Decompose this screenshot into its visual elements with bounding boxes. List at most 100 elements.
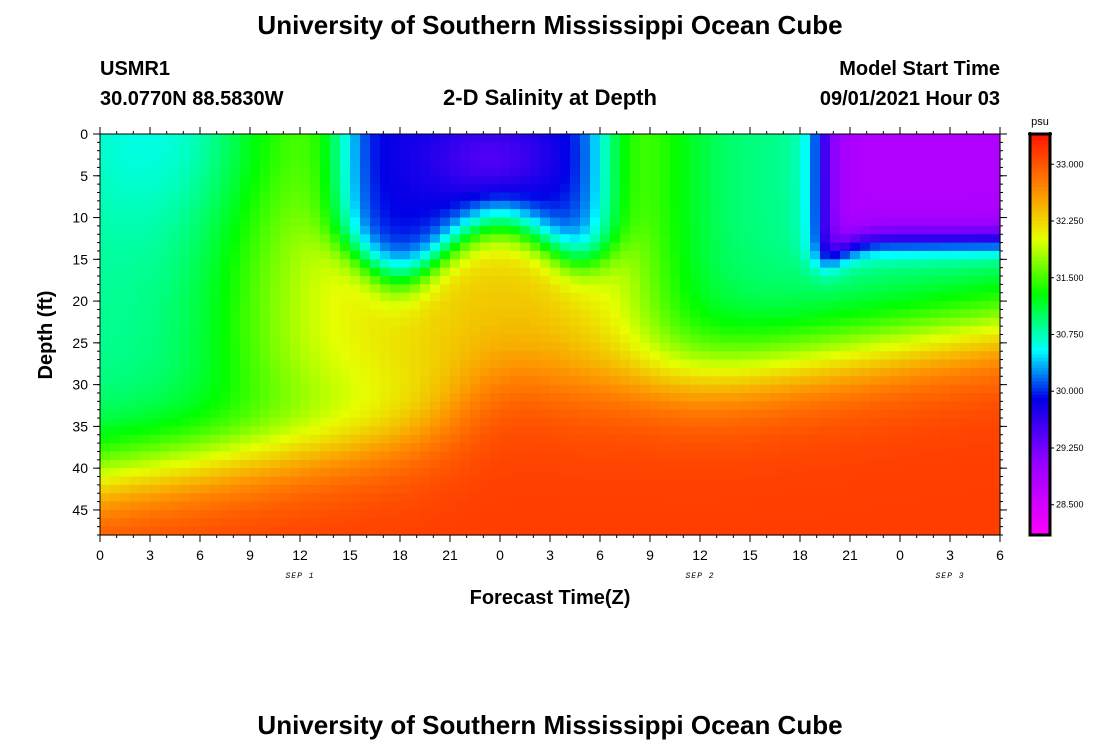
heatmap-cell xyxy=(370,342,381,352)
heatmap-cell xyxy=(700,134,711,143)
heatmap-cell xyxy=(790,284,801,294)
heatmap-cell xyxy=(670,200,681,210)
heatmap-cell xyxy=(510,167,521,177)
heatmap-cell xyxy=(730,342,741,352)
heatmap-cell xyxy=(580,526,591,536)
heatmap-cell xyxy=(160,200,171,210)
heatmap-cell xyxy=(670,250,681,260)
heatmap-cell xyxy=(680,209,691,219)
heatmap-cell xyxy=(190,234,201,244)
heatmap-cell xyxy=(970,317,981,327)
heatmap-cell xyxy=(460,234,471,244)
heatmap-cell xyxy=(710,326,721,336)
heatmap-cell xyxy=(630,518,641,528)
heatmap-cell xyxy=(410,284,421,294)
heatmap-cell xyxy=(790,150,801,160)
heatmap-cell xyxy=(510,134,521,143)
heatmap-cell xyxy=(300,392,311,402)
colorbar-segment xyxy=(1030,508,1050,513)
heatmap-cell xyxy=(200,142,211,152)
heatmap-cell xyxy=(150,409,161,419)
heatmap-cell xyxy=(360,376,371,386)
heatmap-cell xyxy=(610,225,621,235)
heatmap-cell xyxy=(650,468,661,478)
heatmap-cell xyxy=(370,434,381,444)
heatmap-cell xyxy=(700,301,711,311)
heatmap-cell xyxy=(810,493,821,503)
heatmap-cell xyxy=(400,443,411,453)
heatmap-cell xyxy=(280,142,291,152)
heatmap-cell xyxy=(780,134,791,143)
heatmap-cell xyxy=(770,526,781,536)
heatmap-cell xyxy=(710,301,721,311)
heatmap-cell xyxy=(770,225,781,235)
heatmap-cell xyxy=(490,175,501,185)
heatmap-cell xyxy=(640,242,651,252)
heatmap-cell xyxy=(350,451,361,461)
heatmap-cell xyxy=(190,342,201,352)
heatmap-cell xyxy=(140,476,151,486)
heatmap-cell xyxy=(740,351,751,361)
heatmap-cell xyxy=(680,518,691,528)
heatmap-cell xyxy=(230,217,241,227)
heatmap-cell xyxy=(640,167,651,177)
heatmap-cell xyxy=(330,209,341,219)
heatmap-cell xyxy=(740,476,751,486)
heatmap-cell xyxy=(440,476,451,486)
heatmap-cell xyxy=(250,384,261,394)
heatmap-cell xyxy=(370,359,381,369)
heatmap-cell xyxy=(740,276,751,285)
heatmap-cell xyxy=(970,309,981,319)
heatmap-cell xyxy=(790,367,801,377)
heatmap-cell xyxy=(840,175,851,185)
heatmap-cell xyxy=(860,326,871,336)
heatmap-cell xyxy=(680,326,691,336)
heatmap-cell xyxy=(110,142,121,152)
heatmap-cell xyxy=(220,242,231,252)
heatmap-cell xyxy=(930,242,941,252)
heatmap-cell xyxy=(910,175,921,185)
heatmap-cell xyxy=(300,209,311,219)
heatmap-cell xyxy=(930,175,941,185)
heatmap-cell xyxy=(690,376,701,386)
heatmap-cell xyxy=(800,392,811,402)
heatmap-cell xyxy=(350,225,361,235)
heatmap-cell xyxy=(580,426,591,436)
heatmap-cell xyxy=(860,192,871,202)
heatmap-cell xyxy=(430,376,441,386)
heatmap-cell xyxy=(820,351,831,361)
heatmap-cell xyxy=(100,367,111,377)
heatmap-cell xyxy=(320,167,331,177)
heatmap-cell xyxy=(610,418,621,427)
heatmap-cell xyxy=(390,434,401,444)
colorbar-segment xyxy=(1030,428,1050,433)
heatmap-cell xyxy=(500,518,511,528)
heatmap-cell xyxy=(960,359,971,369)
heatmap-cell xyxy=(800,309,811,319)
heatmap-cell xyxy=(830,476,841,486)
heatmap-cell xyxy=(850,259,861,269)
heatmap-cell xyxy=(740,459,751,469)
heatmap-cell xyxy=(530,384,541,394)
heatmap-cell xyxy=(110,434,121,444)
heatmap-cell xyxy=(620,518,631,528)
colorbar-segment xyxy=(1030,307,1050,312)
heatmap-cell xyxy=(300,384,311,394)
heatmap-cell xyxy=(100,459,111,469)
heatmap-cell xyxy=(120,209,131,219)
heatmap-cell xyxy=(890,518,901,528)
heatmap-cell xyxy=(970,367,981,377)
heatmap-cell xyxy=(530,225,541,235)
heatmap-cell xyxy=(920,426,931,436)
heatmap-cell xyxy=(470,209,481,219)
heatmap-cell xyxy=(610,259,621,269)
heatmap-cell xyxy=(890,159,901,169)
heatmap-cell xyxy=(530,359,541,369)
heatmap-cell xyxy=(420,376,431,386)
heatmap-cell xyxy=(240,392,251,402)
heatmap-cell xyxy=(920,493,931,503)
heatmap-cell xyxy=(670,267,681,277)
heatmap-cell xyxy=(640,451,651,461)
heatmap-cell xyxy=(330,217,341,227)
heatmap-cell xyxy=(590,493,601,503)
